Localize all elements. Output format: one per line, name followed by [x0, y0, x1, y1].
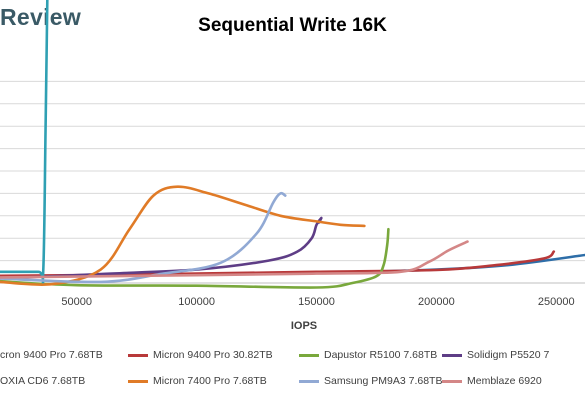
legend-swatch — [299, 353, 319, 357]
legend-label: Samsung PM9A3 7.68TB — [324, 375, 443, 387]
legend-swatch — [442, 379, 462, 383]
legend-swatch — [128, 353, 148, 357]
legend-item: Micron 9400 Pro 30.82TB — [128, 349, 273, 361]
legend-label: Dapustor R5100 7.68TB — [324, 349, 438, 361]
legend-item: Samsung PM9A3 7.68TB — [299, 375, 442, 387]
series-line-1 — [0, 250, 556, 278]
x-tick-label: 200000 — [418, 296, 455, 308]
legend-label: Memblaze 6920 — [467, 375, 542, 387]
legend: cron 9400 Pro 7.68TB Micron 9400 Pro 30.8… — [0, 345, 585, 401]
x-tick-label: 150000 — [298, 296, 335, 308]
legend-item: Dapustor R5100 7.68TB — [299, 349, 437, 361]
x-axis-label: IOPS — [291, 320, 317, 332]
x-tick-label: 50000 — [61, 296, 92, 308]
series-line-6 — [0, 191, 287, 284]
legend-item: Memblaze 6920 — [442, 375, 542, 387]
legend-label: Micron 9400 Pro 30.82TB — [153, 349, 273, 361]
legend-swatch — [299, 379, 319, 383]
x-tick-label: 250000 — [538, 296, 575, 308]
series-line-4 — [0, 0, 49, 284]
legend-item: OXIA CD6 7.68TB — [0, 375, 85, 387]
legend-label: cron 9400 Pro 7.68TB — [0, 349, 103, 361]
series-line-3 — [0, 216, 323, 280]
chart-title: Sequential Write 16K — [198, 15, 387, 36]
legend-label: Micron 7400 Pro 7.68TB — [153, 375, 267, 387]
legend-item: Solidigm P5520 7 — [442, 349, 549, 361]
legend-swatch — [128, 379, 148, 383]
legend-swatch — [442, 353, 462, 357]
legend-item: cron 9400 Pro 7.68TB — [0, 349, 103, 361]
series-line-5 — [0, 185, 366, 286]
x-tick-label: 100000 — [178, 296, 215, 308]
legend-item: Micron 7400 Pro 7.68TB — [128, 375, 267, 387]
series-line-2 — [0, 227, 390, 289]
legend-label: Solidigm P5520 7 — [467, 349, 550, 361]
legend-label: OXIA CD6 7.68TB — [0, 375, 86, 387]
series-line-7 — [0, 240, 469, 279]
logo: Review — [0, 4, 82, 30]
